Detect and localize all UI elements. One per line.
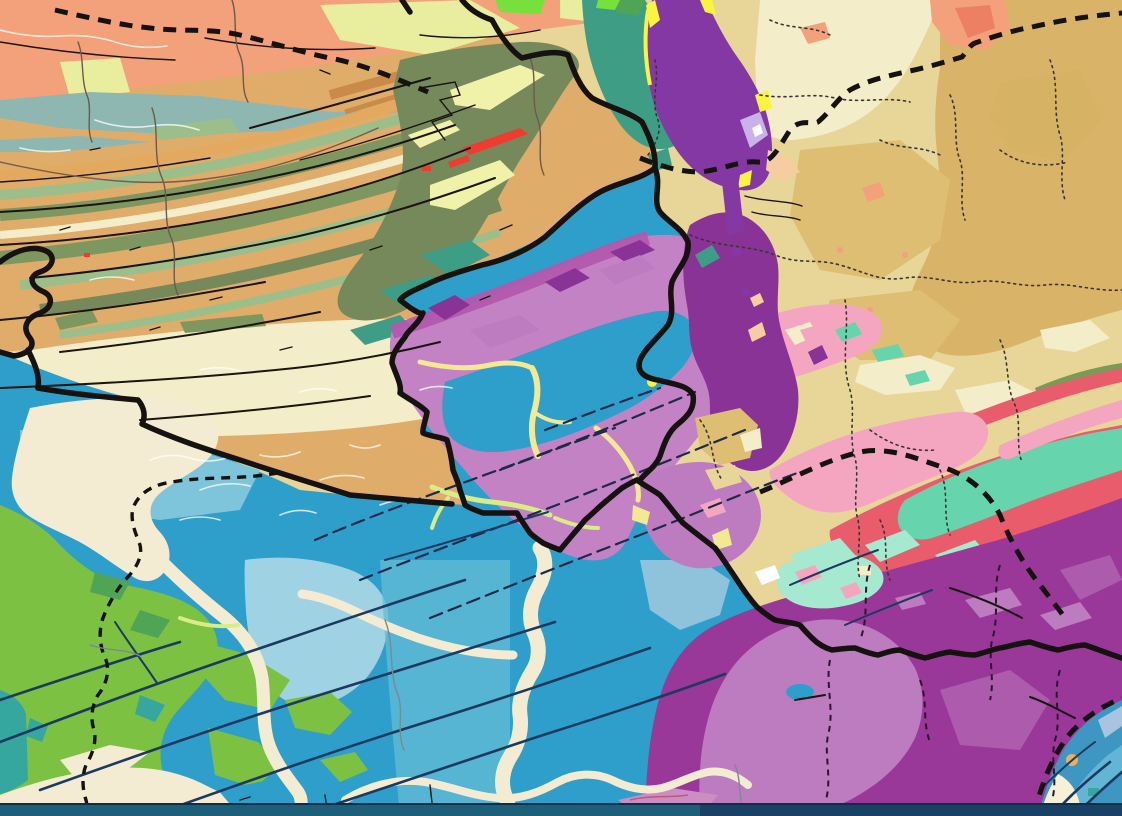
bottom-bar — [0, 803, 1122, 816]
red-unit-streak — [462, 128, 528, 155]
rivers — [0, 29, 780, 816]
border-main — [389, 0, 658, 553]
border-west-loop — [0, 245, 55, 359]
border-se-leg — [634, 477, 1122, 661]
border-dashed-nw — [54, 7, 429, 95]
border-east-branch — [636, 165, 697, 483]
border-dashed-east — [759, 448, 1068, 620]
border-dashed-se — [1031, 695, 1122, 816]
geology-center-purple — [389, 0, 800, 569]
river-delta-west — [11, 397, 219, 582]
border-dashed-ne — [639, 10, 1122, 175]
geology-bottom-right — [618, 498, 1122, 816]
purple-wedge-unit — [645, 0, 773, 191]
